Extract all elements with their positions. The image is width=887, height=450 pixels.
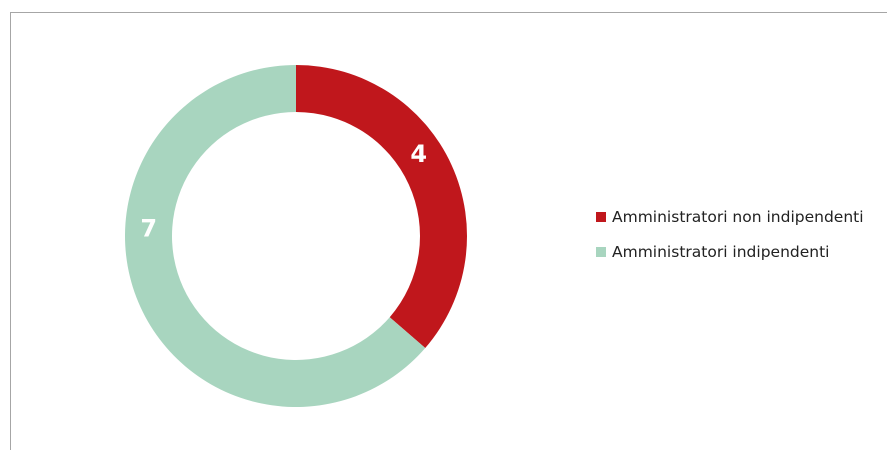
legend-label-non-independent: Amministratori non indipendenti (612, 208, 864, 226)
donut-slice-non-independent (296, 65, 468, 348)
legend-item-non-independent: Amministratori non indipendenti (596, 206, 864, 228)
donut-slices (124, 65, 468, 407)
data-label-non-independent: 4 (410, 140, 427, 168)
data-label-independent: 7 (140, 214, 157, 242)
frame-border-left (10, 12, 11, 450)
legend-swatch-non-independent (596, 212, 606, 222)
data-labels: 47 (140, 140, 427, 242)
frame-border-top (10, 12, 887, 13)
legend-item-independent: Amministratori indipendenti (596, 241, 864, 263)
legend-label-independent: Amministratori indipendenti (612, 243, 830, 261)
legend-swatch-independent (596, 247, 606, 257)
donut-slice-independent (124, 65, 426, 407)
legend: Amministratori non indipendenti Amminist… (596, 206, 864, 276)
